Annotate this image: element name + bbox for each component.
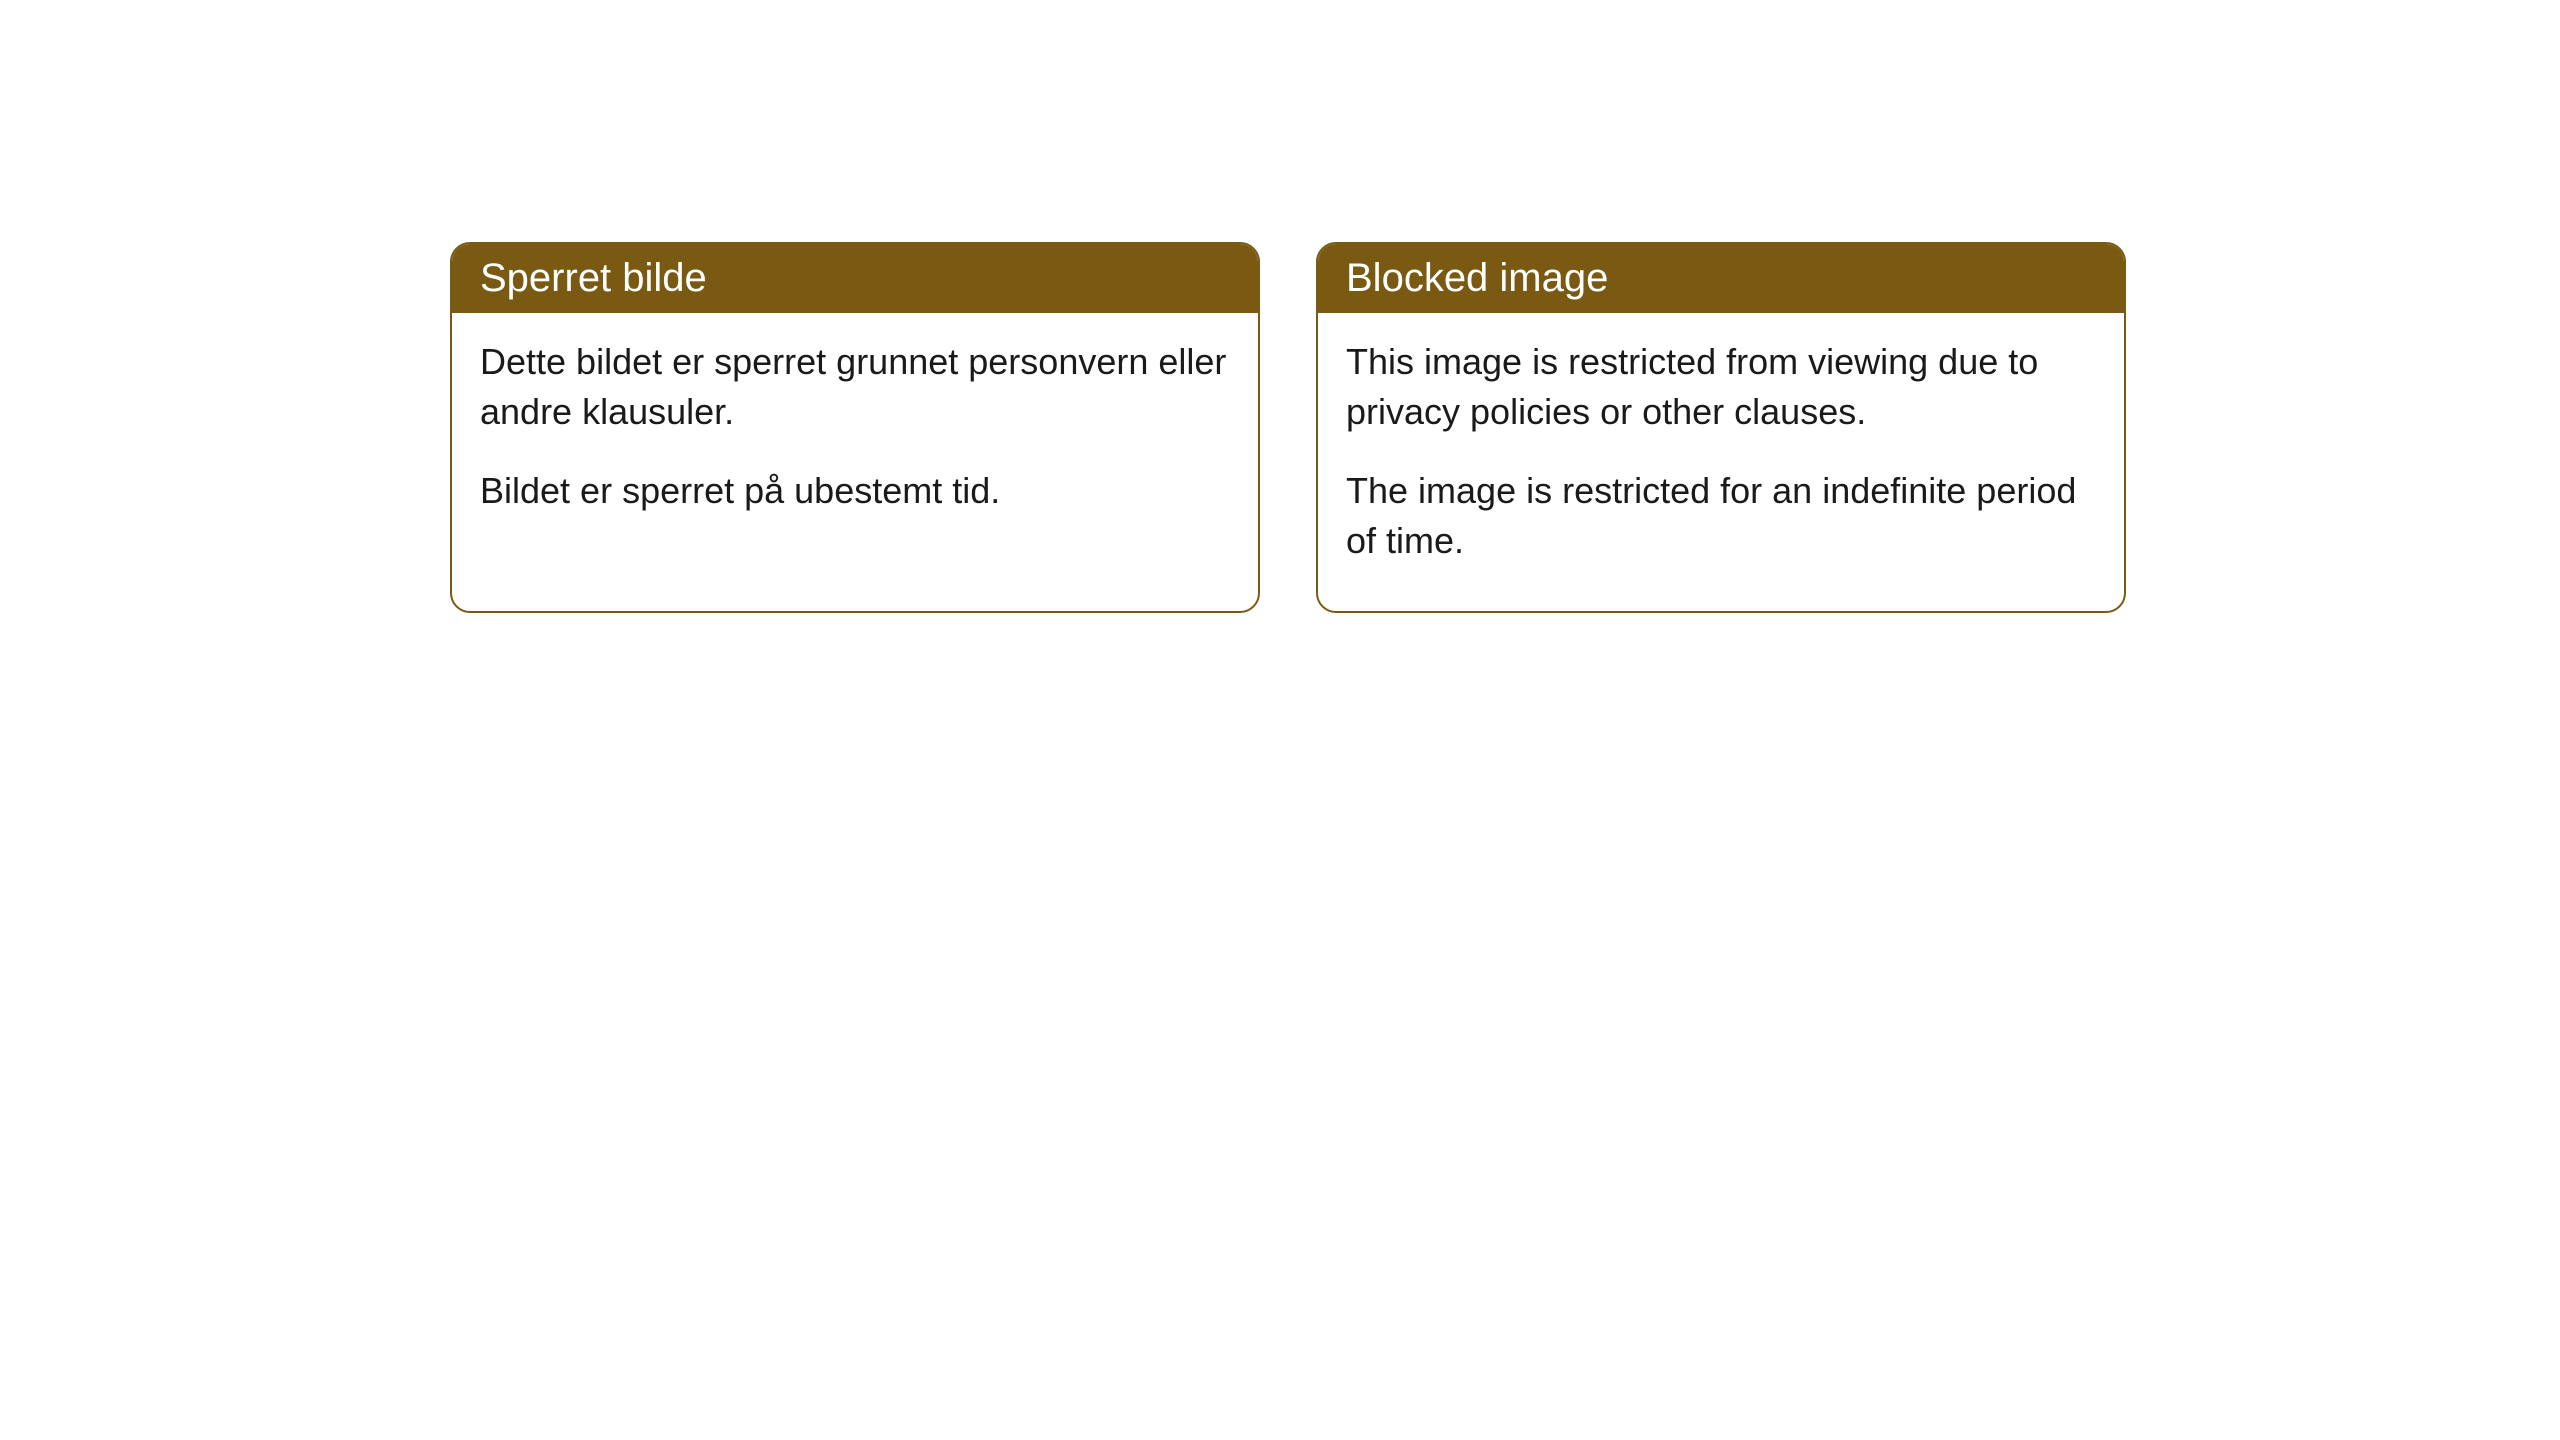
card-body: This image is restricted from viewing du… [1318, 313, 2124, 611]
card-paragraph: This image is restricted from viewing du… [1346, 337, 2096, 438]
card-body: Dette bildet er sperret grunnet personve… [452, 313, 1258, 560]
card-header: Sperret bilde [452, 244, 1258, 313]
notice-card-english: Blocked image This image is restricted f… [1316, 242, 2126, 613]
card-paragraph: Bildet er sperret på ubestemt tid. [480, 466, 1230, 516]
card-title: Blocked image [1346, 256, 1608, 300]
card-paragraph: The image is restricted for an indefinit… [1346, 466, 2096, 567]
notice-cards-container: Sperret bilde Dette bildet er sperret gr… [450, 242, 2126, 613]
card-title: Sperret bilde [480, 256, 707, 300]
card-header: Blocked image [1318, 244, 2124, 313]
notice-card-norwegian: Sperret bilde Dette bildet er sperret gr… [450, 242, 1260, 613]
card-paragraph: Dette bildet er sperret grunnet personve… [480, 337, 1230, 438]
